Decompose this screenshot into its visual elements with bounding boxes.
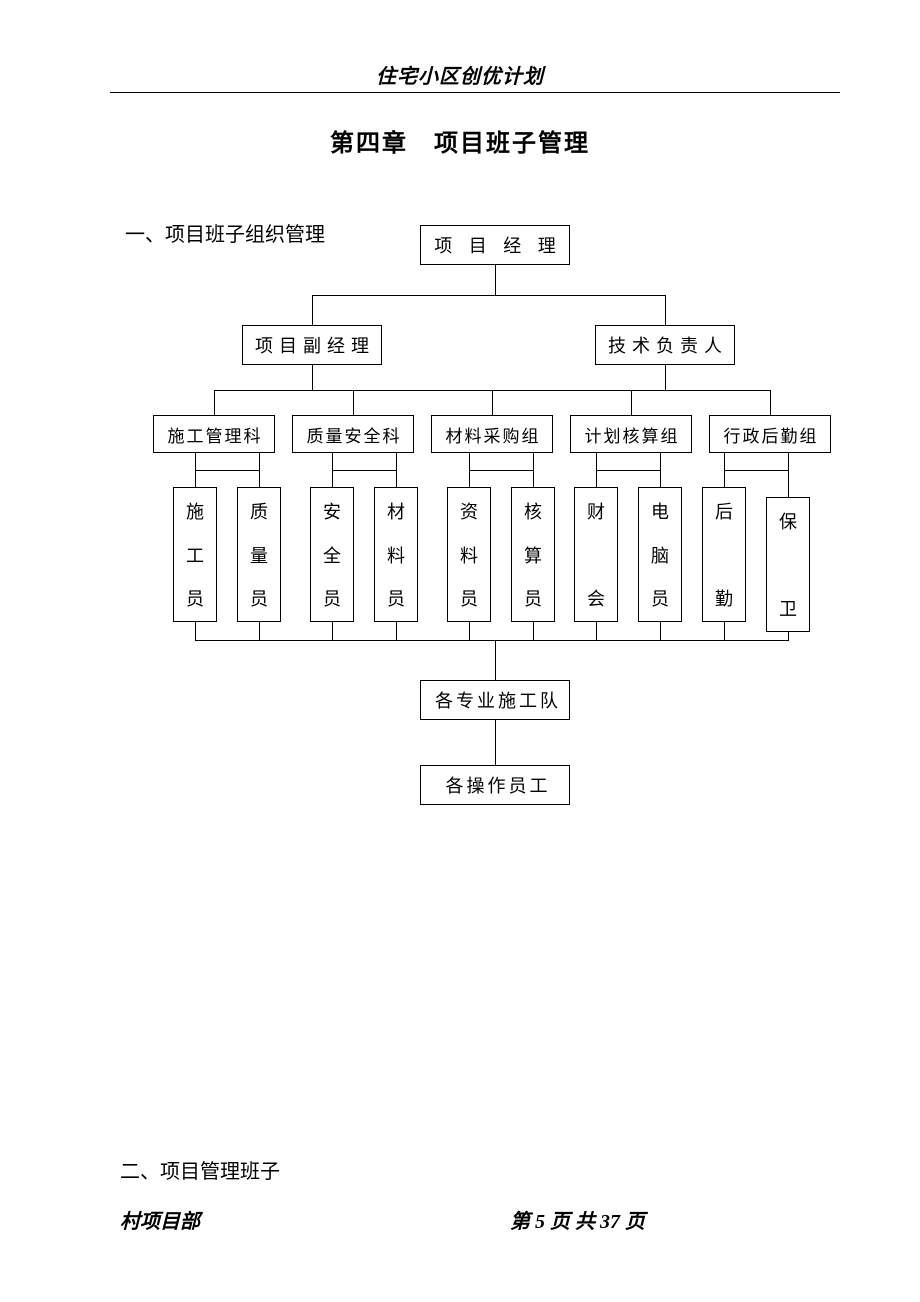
connector xyxy=(665,365,666,390)
connector xyxy=(332,470,396,471)
connector xyxy=(332,622,333,640)
doc-title: 住宅小区创优计划 xyxy=(0,60,920,93)
connector xyxy=(312,295,666,296)
connector xyxy=(660,453,661,487)
connector xyxy=(195,470,259,471)
node-leaf1: 施工员 xyxy=(173,487,217,622)
node-leaf10: 保 卫 xyxy=(766,497,810,632)
connector xyxy=(469,622,470,640)
connector xyxy=(788,453,789,497)
connector xyxy=(788,632,789,640)
connector xyxy=(312,295,313,325)
connector xyxy=(533,453,534,487)
connector xyxy=(353,390,354,415)
node-leaf4: 材料员 xyxy=(374,487,418,622)
node-leaf9: 后 勤 xyxy=(702,487,746,622)
connector xyxy=(495,265,496,295)
connector xyxy=(259,622,260,640)
connector xyxy=(596,470,660,471)
node-root: 项 目 经 理 xyxy=(420,225,570,265)
connector xyxy=(660,622,661,640)
connector xyxy=(631,390,632,415)
node-leaf3: 安全员 xyxy=(310,487,354,622)
connector xyxy=(770,390,771,415)
node-dept4: 计划核算组 xyxy=(570,415,692,453)
node-leaf2: 质量员 xyxy=(237,487,281,622)
footer-right: 第 5 页 共 37 页 xyxy=(510,1205,645,1234)
node-dept2: 质量安全科 xyxy=(292,415,414,453)
node-dept5: 行政后勤组 xyxy=(709,415,831,453)
node-vice: 项目副经理 xyxy=(242,325,382,365)
section-2-heading: 二、项目管理班子 xyxy=(120,1155,280,1184)
connector xyxy=(396,453,397,487)
connector xyxy=(195,622,196,640)
connector xyxy=(495,720,496,765)
node-worker: 各操作员工 xyxy=(420,765,570,805)
connector xyxy=(665,295,666,325)
node-dept3: 材料采购组 xyxy=(431,415,553,453)
node-leaf8: 电脑员 xyxy=(638,487,682,622)
connector xyxy=(469,470,533,471)
node-dept1: 施工管理科 xyxy=(153,415,275,453)
connector xyxy=(259,453,260,487)
footer-left: 村项目部 xyxy=(120,1205,200,1234)
node-tech: 技术负责人 xyxy=(595,325,735,365)
connector xyxy=(533,622,534,640)
header-divider xyxy=(110,92,840,93)
connector xyxy=(724,622,725,640)
node-leaf7: 财 会 xyxy=(574,487,618,622)
node-team: 各专业施工队 xyxy=(420,680,570,720)
connector xyxy=(492,390,493,415)
connector xyxy=(195,640,789,641)
connector xyxy=(596,622,597,640)
connector xyxy=(312,365,313,390)
org-chart-diagram: 项 目 经 理 项目副经理 技术负责人 施工管理科 质量安全科 材料采购组 计划… xyxy=(0,225,920,805)
connector xyxy=(724,470,788,471)
chapter-title: 第四章 项目班子管理 xyxy=(0,123,920,158)
node-leaf6: 核算员 xyxy=(511,487,555,622)
connector xyxy=(495,640,496,680)
node-leaf5: 资料员 xyxy=(447,487,491,622)
connector xyxy=(396,622,397,640)
connector xyxy=(214,390,215,415)
